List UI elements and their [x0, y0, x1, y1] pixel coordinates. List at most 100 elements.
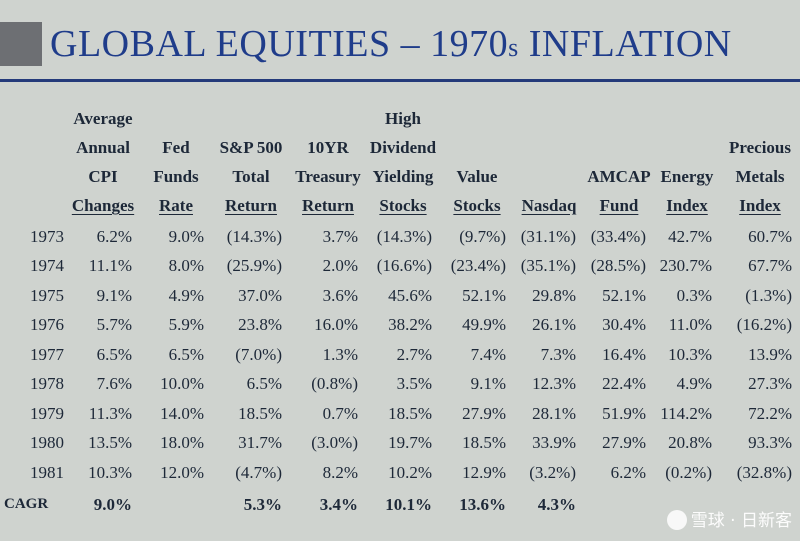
column-header-line: 10YR [307, 138, 349, 157]
value-cell: 8.0% [168, 256, 204, 276]
cagr-value: 10.1% [385, 494, 432, 514]
value-cell: (3.0%) [311, 433, 358, 453]
cagr-row: CAGR 9.0% 5.3% 3.4% 10.1% 13.6% 4.3% [0, 488, 800, 522]
value-cell: 4.9% [168, 285, 204, 305]
column-header-line: Changes [71, 196, 135, 215]
value-cell: 11.0% [668, 315, 712, 335]
year-cell: 1980 [30, 433, 64, 453]
cagr-value [140, 488, 212, 522]
table-row: 1981 10.3% 12.0% (4.7%) 8.2% 10.2% 12.9% (3.2%)… [0, 458, 800, 488]
column-header-line: Dividend [369, 138, 437, 157]
value-cell: 52.1% [462, 285, 506, 305]
year-cell: 1979 [30, 403, 64, 423]
value-cell: 18.5% [388, 403, 432, 423]
value-cell: 23.8% [238, 315, 282, 335]
value-cell: 0.3% [676, 285, 712, 305]
watermark-logo-icon [666, 510, 687, 530]
column-header-line: Yielding [372, 167, 434, 186]
year-cell: 1977 [30, 344, 64, 364]
cagr-value: 5.3% [243, 494, 282, 514]
value-cell: (31.1%) [520, 226, 576, 246]
column-header-line: Nasdaq [521, 196, 577, 215]
value-cell: 45.6% [388, 285, 432, 305]
value-cell: 18.5% [238, 403, 282, 423]
table-row: 1975 9.1% 4.9% 37.0% 3.6% 45.6% 52.1% 29.8% 52.1… [0, 281, 800, 311]
value-cell: 11.3% [88, 403, 132, 423]
value-cell: 9.1% [96, 285, 132, 305]
value-cell: 18.5% [462, 433, 506, 453]
column-header-line: S&P 500 [219, 138, 283, 157]
value-cell: (0.2%) [665, 462, 712, 482]
table-row: 1976 5.7% 5.9% 23.8% 16.0% 38.2% 49.9% 26.1% 30.… [0, 311, 800, 341]
value-cell: 7.3% [540, 344, 576, 364]
cagr-value [584, 488, 654, 522]
value-cell: 7.6% [96, 374, 132, 394]
column-header-line: Precious [728, 138, 791, 157]
value-cell: 49.9% [462, 315, 506, 335]
value-cell: 72.2% [748, 403, 792, 423]
value-cell: 20.8% [668, 433, 712, 453]
value-cell: 7.4% [470, 344, 506, 364]
value-cell: 6.5% [168, 344, 204, 364]
column-header: Precious Metals Index [720, 104, 800, 222]
value-cell: 52.1% [602, 285, 646, 305]
column-header-line: Index [739, 196, 781, 215]
column-header-line: Return [225, 196, 277, 215]
value-cell: 29.8% [532, 285, 576, 305]
returns-table: Average Annual CPI Changes Fed Funds Rate S&P 5… [0, 104, 800, 522]
value-cell: 31.7% [238, 433, 282, 453]
value-cell: 51.9% [602, 403, 646, 423]
column-header-line: Average [73, 109, 133, 128]
column-header: High Dividend Yielding Stocks [366, 104, 440, 222]
value-cell: 6.2% [610, 462, 646, 482]
table-row: 1979 11.3% 14.0% 18.5% 0.7% 18.5% 27.9% 28.1% 51… [0, 399, 800, 429]
value-cell: 16.0% [314, 315, 358, 335]
value-cell: (1.3%) [745, 285, 792, 305]
column-header-line: Funds [153, 167, 199, 186]
cagr-value: 9.0% [93, 494, 132, 514]
value-cell: 13.9% [748, 344, 792, 364]
value-cell: (25.9%) [226, 256, 282, 276]
value-cell: 38.2% [388, 315, 432, 335]
table-row: 1980 13.5% 18.0% 31.7% (3.0%) 19.7% 18.5% 33.9%… [0, 429, 800, 459]
value-cell: (14.3%) [226, 226, 282, 246]
value-cell: 10.3% [88, 462, 132, 482]
value-cell: 16.4% [602, 344, 646, 364]
column-header-line: Rate [159, 196, 193, 215]
value-cell: 3.7% [322, 226, 358, 246]
value-cell: (0.8%) [311, 374, 358, 394]
value-cell: 27.3% [748, 374, 792, 394]
value-cell: 230.7% [659, 256, 712, 276]
column-header-line: Energy [660, 167, 714, 186]
value-cell: 27.9% [462, 403, 506, 423]
value-cell: (35.1%) [520, 256, 576, 276]
value-cell: 13.5% [88, 433, 132, 453]
column-header-line: Return [302, 196, 354, 215]
value-cell: 2.7% [396, 344, 432, 364]
value-cell: 14.0% [160, 403, 204, 423]
column-header: Nasdaq [514, 104, 584, 222]
column-header-line: Stocks [453, 196, 501, 215]
value-cell: (16.6%) [376, 256, 432, 276]
value-cell: 4.9% [676, 374, 712, 394]
title-accent-block [0, 22, 42, 66]
value-cell: 60.7% [748, 226, 792, 246]
year-cell: 1975 [30, 285, 64, 305]
value-cell: 12.3% [532, 374, 576, 394]
value-cell: 10.2% [388, 462, 432, 482]
value-cell: 6.5% [246, 374, 282, 394]
value-cell: 9.1% [470, 374, 506, 394]
column-header-line: Stocks [379, 196, 427, 215]
table-row: 1973 6.2% 9.0% (14.3%) 3.7% (14.3%) (9.7%) (31.… [0, 222, 800, 252]
column-header: 10YR Treasury Return [290, 104, 366, 222]
value-cell: 3.5% [396, 374, 432, 394]
value-cell: 0.7% [322, 403, 358, 423]
column-header-line: Treasury [295, 167, 361, 186]
column-header: AMCAP Fund [584, 104, 654, 222]
value-cell: (4.7%) [235, 462, 282, 482]
year-cell: 1978 [30, 374, 64, 394]
column-header-line: Fed [162, 138, 190, 157]
column-header: S&P 500 Total Return [212, 104, 290, 222]
value-cell: 26.1% [532, 315, 576, 335]
value-cell: 6.5% [96, 344, 132, 364]
